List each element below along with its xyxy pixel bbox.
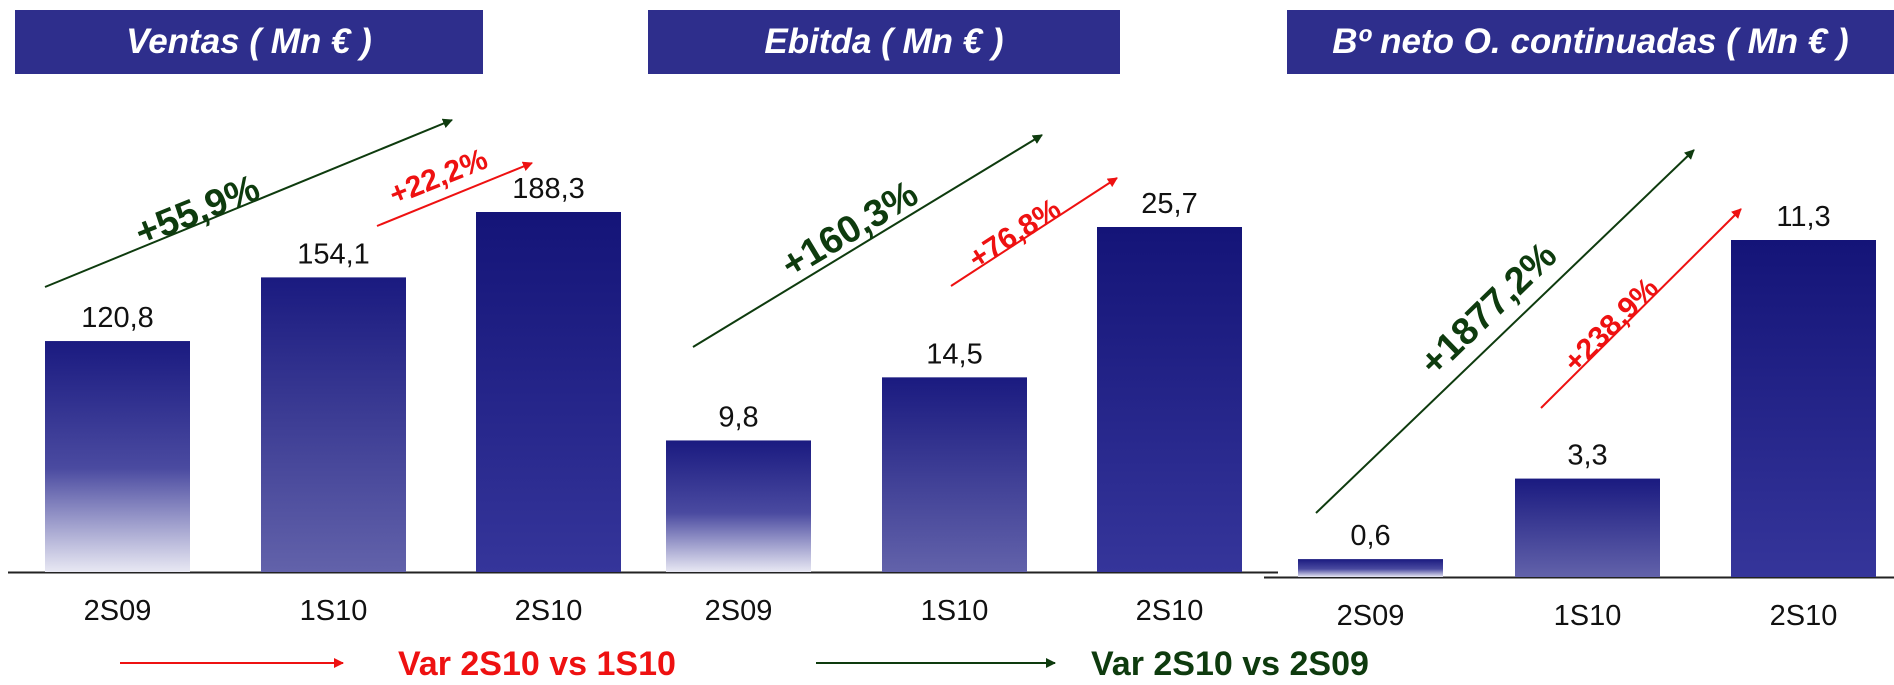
bar-2s09	[45, 341, 190, 572]
growth-arrow-red	[1540, 208, 1742, 409]
bar-2s09	[1298, 559, 1443, 577]
data-label: 25,7	[1141, 188, 1197, 220]
legend-label-green: Var 2S10 vs 2S09	[1091, 645, 1369, 683]
growth-arrow-green	[1315, 149, 1695, 514]
bar-2s09	[666, 440, 811, 572]
data-label: 3,3	[1567, 440, 1607, 472]
data-label: 11,3	[1776, 201, 1830, 233]
growth-label-red: +238,9%	[1557, 271, 1665, 379]
data-label: 188,3	[512, 173, 585, 205]
x-tick-label: 2S10	[1136, 595, 1204, 627]
bar-1s10	[1515, 478, 1660, 577]
chart-title-ventas: Ventas ( Mn € )	[15, 10, 483, 74]
bar-2s10	[1731, 240, 1876, 577]
data-label: 9,8	[718, 401, 758, 433]
growth-arrow-red	[950, 177, 1118, 287]
x-tick-label: 1S10	[300, 595, 368, 627]
bar-1s10	[261, 277, 406, 572]
chart-title-beneficio: Bº neto O. continuadas ( Mn € )	[1287, 10, 1894, 74]
growth-arrow-red	[376, 161, 533, 227]
x-tick-label: 2S10	[515, 595, 583, 627]
x-tick-label: 2S09	[1337, 600, 1405, 632]
data-label: 0,6	[1350, 520, 1390, 552]
data-label: 154,1	[297, 238, 370, 270]
data-label: 14,5	[926, 338, 982, 370]
bar-2s10	[1097, 227, 1242, 572]
x-tick-label: 2S09	[705, 595, 773, 627]
growth-label-green: +160,3%	[774, 173, 925, 287]
growth-label-green: +55,9%	[129, 167, 265, 255]
data-label: 120,8	[81, 302, 154, 334]
growth-label-green: +1877,2%	[1412, 234, 1565, 384]
x-tick-label: 2S10	[1770, 600, 1838, 632]
bar-1s10	[882, 377, 1027, 572]
growth-label-red: +76,8%	[963, 192, 1067, 276]
growth-arrow-green	[44, 118, 453, 288]
chart-title-ebitda: Ebitda ( Mn € )	[648, 10, 1120, 74]
x-tick-label: 2S09	[84, 595, 152, 627]
growth-arrow-green	[692, 134, 1043, 348]
x-tick-label: 1S10	[1554, 600, 1622, 632]
bar-2s10	[476, 212, 621, 572]
x-tick-label: 1S10	[921, 595, 989, 627]
legend-label-red: Var 2S10 vs 1S10	[398, 645, 676, 683]
